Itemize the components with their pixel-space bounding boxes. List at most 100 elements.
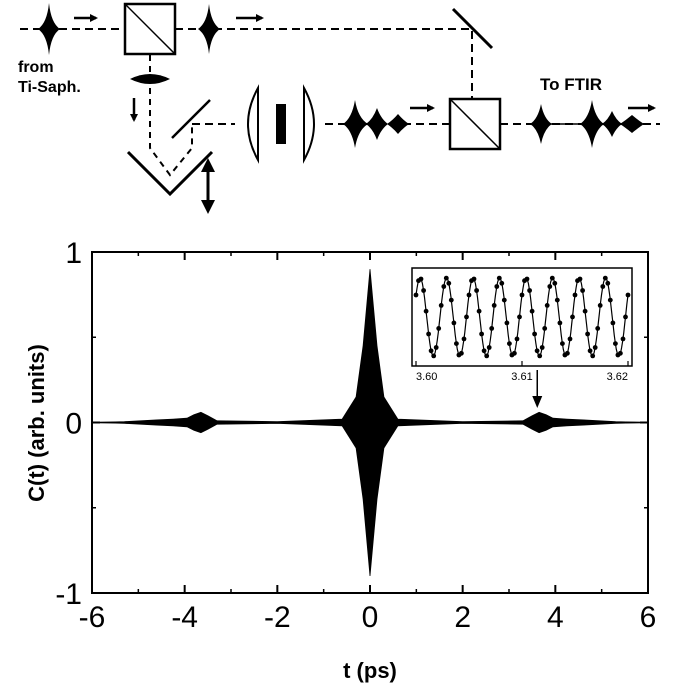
inset-marker [602, 275, 608, 281]
inset-marker [461, 336, 467, 342]
x-axis-label: t (ps) [343, 658, 397, 683]
inset-marker [507, 341, 512, 346]
inset-marker [597, 303, 603, 308]
pulse-chirped [130, 74, 170, 84]
inset-tick-labels: 3.60 3.61 3.62 [416, 371, 628, 383]
inset-marker [517, 314, 522, 320]
inset-marker [428, 348, 434, 354]
mirror-delay [171, 99, 211, 139]
inset-marker [448, 297, 454, 303]
pulse-output-4 [620, 115, 644, 133]
inset-marker [454, 341, 459, 346]
inset-marker [426, 331, 431, 337]
inset-marker [499, 280, 505, 286]
x-tick-label: 0 [362, 601, 379, 634]
x-tick-label: -4 [171, 601, 198, 634]
inset-marker [542, 326, 548, 331]
inset-marker [491, 303, 497, 308]
inset-marker [534, 348, 540, 354]
inset-marker [625, 292, 631, 298]
inset-marker [557, 320, 563, 326]
inset-marker [479, 331, 484, 337]
x-tick-label: -6 [79, 601, 106, 634]
inset-marker [547, 284, 553, 289]
inset-marker [587, 348, 593, 354]
zoom-arrow [532, 370, 543, 408]
inset-tick-label: 3.60 [416, 371, 437, 383]
inset-marker [489, 326, 495, 331]
inset-marker [592, 345, 598, 350]
inset-marker [514, 336, 520, 342]
y-tick-labels: -1 0 1 [55, 237, 82, 611]
inset-marker [436, 326, 442, 331]
x-tick-label: 4 [547, 601, 564, 634]
inset-marker [532, 331, 537, 337]
beam-reference-arm [175, 28, 473, 99]
pulse-input [38, 3, 60, 55]
pulse-filtered-2 [366, 108, 388, 140]
inset-marker [413, 292, 419, 298]
inset-marker [623, 314, 628, 320]
inset-marker [600, 284, 606, 289]
inset-marker [572, 292, 578, 298]
inset-marker [544, 303, 550, 308]
inset-marker [618, 350, 623, 356]
inset-marker [431, 353, 437, 359]
inset-ticks [415, 361, 629, 366]
pulse-output-3 [602, 111, 622, 137]
inset-marker [421, 288, 426, 293]
y-tick-label: 0 [65, 408, 82, 441]
retroreflector [126, 150, 214, 197]
inset-marker [504, 320, 510, 326]
lens-2 [303, 84, 315, 164]
inset-marker [552, 280, 558, 286]
inset-marker [466, 292, 472, 298]
inset-marker [451, 320, 457, 326]
pulse-filtered-1 [343, 100, 368, 148]
inset-marker [570, 314, 575, 320]
beam-splitter-1 [123, 2, 177, 56]
inset-marker [486, 345, 492, 350]
inset-marker [476, 308, 482, 314]
inset-marker [446, 280, 452, 286]
inset-marker [459, 350, 464, 356]
inset-marker [585, 331, 590, 337]
delay-stage-arrowhead-up [201, 158, 215, 172]
lens-1 [247, 84, 259, 164]
x-tick-label: -2 [264, 601, 291, 634]
inset-marker [549, 275, 555, 281]
inset-marker [512, 350, 517, 356]
inset-marker [529, 308, 535, 314]
inset-marker [519, 292, 525, 298]
inset-marker [494, 284, 500, 289]
inset-marker [524, 276, 530, 282]
inset-marker [613, 341, 618, 346]
inset-marker [595, 326, 601, 331]
inset-marker [496, 275, 502, 281]
inset-marker [590, 353, 596, 359]
inset-marker [433, 345, 439, 350]
inset-marker [607, 297, 613, 303]
inset-marker [582, 308, 588, 314]
inset-marker [423, 308, 429, 314]
arrow-head [532, 396, 543, 408]
y-tick-label: 1 [65, 237, 82, 270]
label-to-ftir: To FTIR [540, 75, 602, 94]
inset-marker [605, 280, 611, 286]
inset-marker [443, 275, 449, 281]
inset-marker [554, 297, 560, 303]
inset-marker [537, 353, 543, 359]
inset-marker [610, 320, 616, 326]
delay-stage-arrowhead-down [201, 200, 215, 214]
label-source: Ti-Saph. [18, 79, 81, 96]
inset-marker [464, 314, 469, 320]
inset-marker [560, 341, 565, 346]
x-tick-label: 6 [640, 601, 657, 634]
x-tick-labels: -6 -4 -2 0 2 4 6 [79, 601, 657, 634]
inset-marker [418, 276, 424, 282]
inset-marker [438, 303, 444, 308]
inset-marker [539, 345, 545, 350]
y-ticks [92, 251, 648, 594]
pulse-reference [198, 4, 220, 54]
